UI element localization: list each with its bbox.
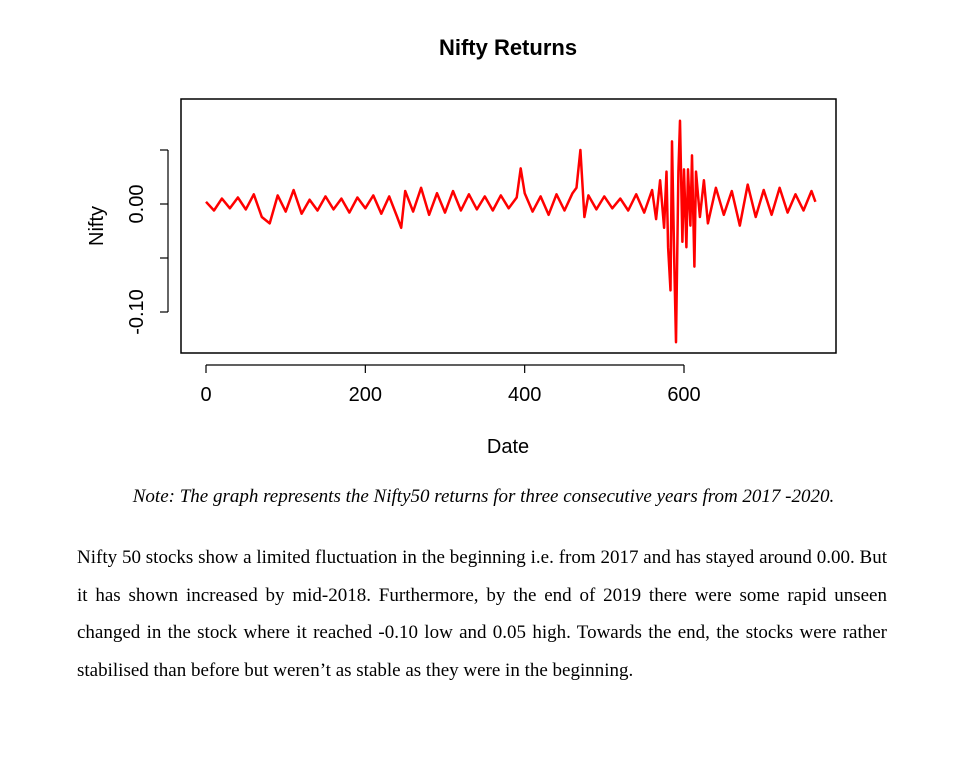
y-axis-label: Nifty <box>86 206 108 246</box>
x-axis-label: Date <box>487 436 529 458</box>
plot-layer <box>205 119 817 344</box>
x-tick-label-600: 600 <box>667 384 700 406</box>
chart-note: Note: The graph represents the Nifty50 r… <box>132 486 835 507</box>
y-axis: -0.10 0.00 <box>126 149 169 335</box>
body-paragraph: Nifty 50 stocks show a limited fluctuati… <box>77 547 887 681</box>
x-tick-label-400: 400 <box>508 384 541 406</box>
x-tick-label-200: 200 <box>349 384 382 406</box>
y-tick-label-0: -0.10 <box>126 289 148 335</box>
x-axis: 0 200 400 600 <box>200 364 701 406</box>
chart-title: Nifty Returns <box>439 35 577 60</box>
plot-box <box>180 98 837 354</box>
x-tick-label-0: 0 <box>200 384 211 406</box>
series-line-0 <box>205 119 817 344</box>
y-tick-label-2: 0.00 <box>126 185 148 224</box>
nifty-returns-chart: Nifty Returns 0 200 400 600 -0.100.00 Date … <box>86 35 837 458</box>
